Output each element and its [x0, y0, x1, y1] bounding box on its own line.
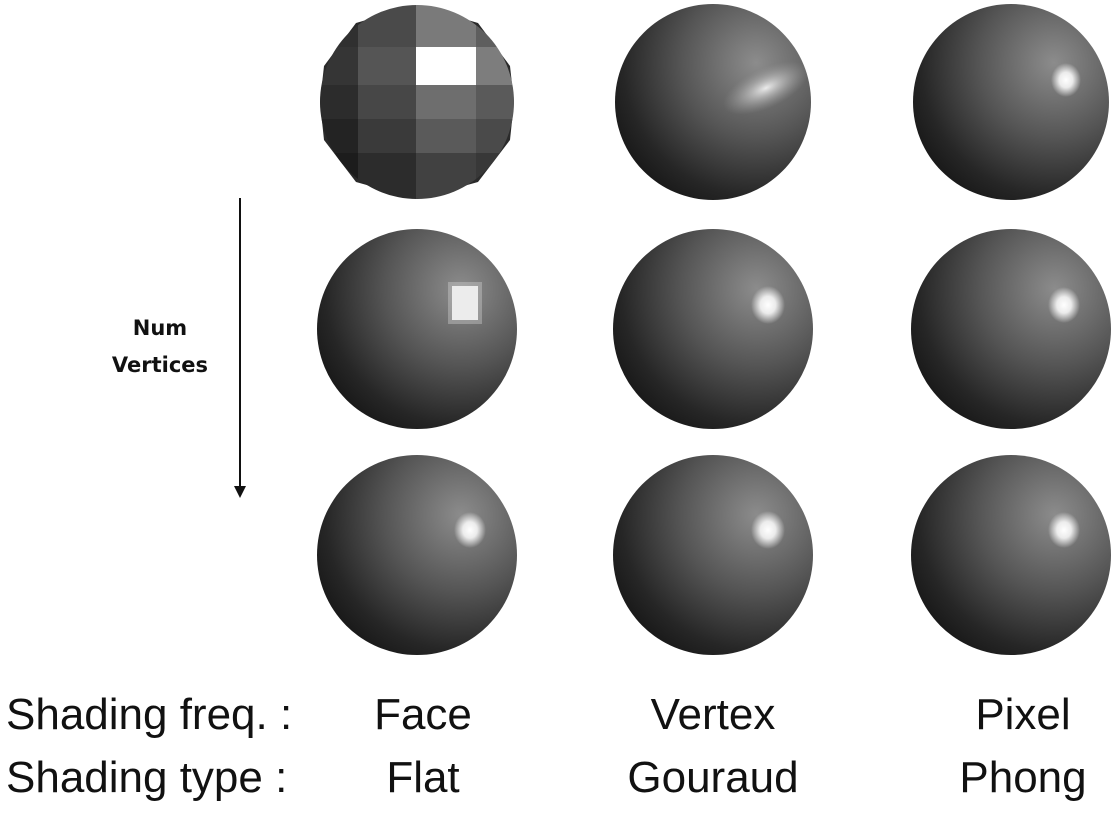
down-arrow-icon	[234, 198, 246, 498]
axis-label-num: Num	[132, 316, 188, 340]
type-gouraud: Gouraud	[627, 753, 799, 802]
type-phong: Phong	[959, 753, 1087, 802]
sphere-flat-mid-poly	[317, 229, 517, 429]
sphere-flat-high-poly	[317, 455, 517, 655]
sphere-phong-mid-poly	[911, 229, 1111, 429]
shading-type-label: Shading type :	[6, 753, 288, 802]
freq-pixel: Pixel	[975, 690, 1071, 739]
sphere-gouraud-high-poly	[613, 455, 813, 655]
sphere-gouraud-low-poly	[615, 4, 811, 200]
freq-vertex: Vertex	[650, 690, 776, 739]
freq-face: Face	[374, 690, 472, 739]
axis-label-vertices: Vertices	[111, 353, 209, 377]
type-flat: Flat	[386, 753, 460, 802]
sphere-phong-low-poly	[913, 4, 1109, 200]
sphere-phong-high-poly	[911, 455, 1111, 655]
sphere-flat-low-poly	[320, 5, 514, 199]
shading-freq-label: Shading freq. :	[6, 690, 293, 739]
sphere-gouraud-mid-poly	[613, 229, 813, 429]
